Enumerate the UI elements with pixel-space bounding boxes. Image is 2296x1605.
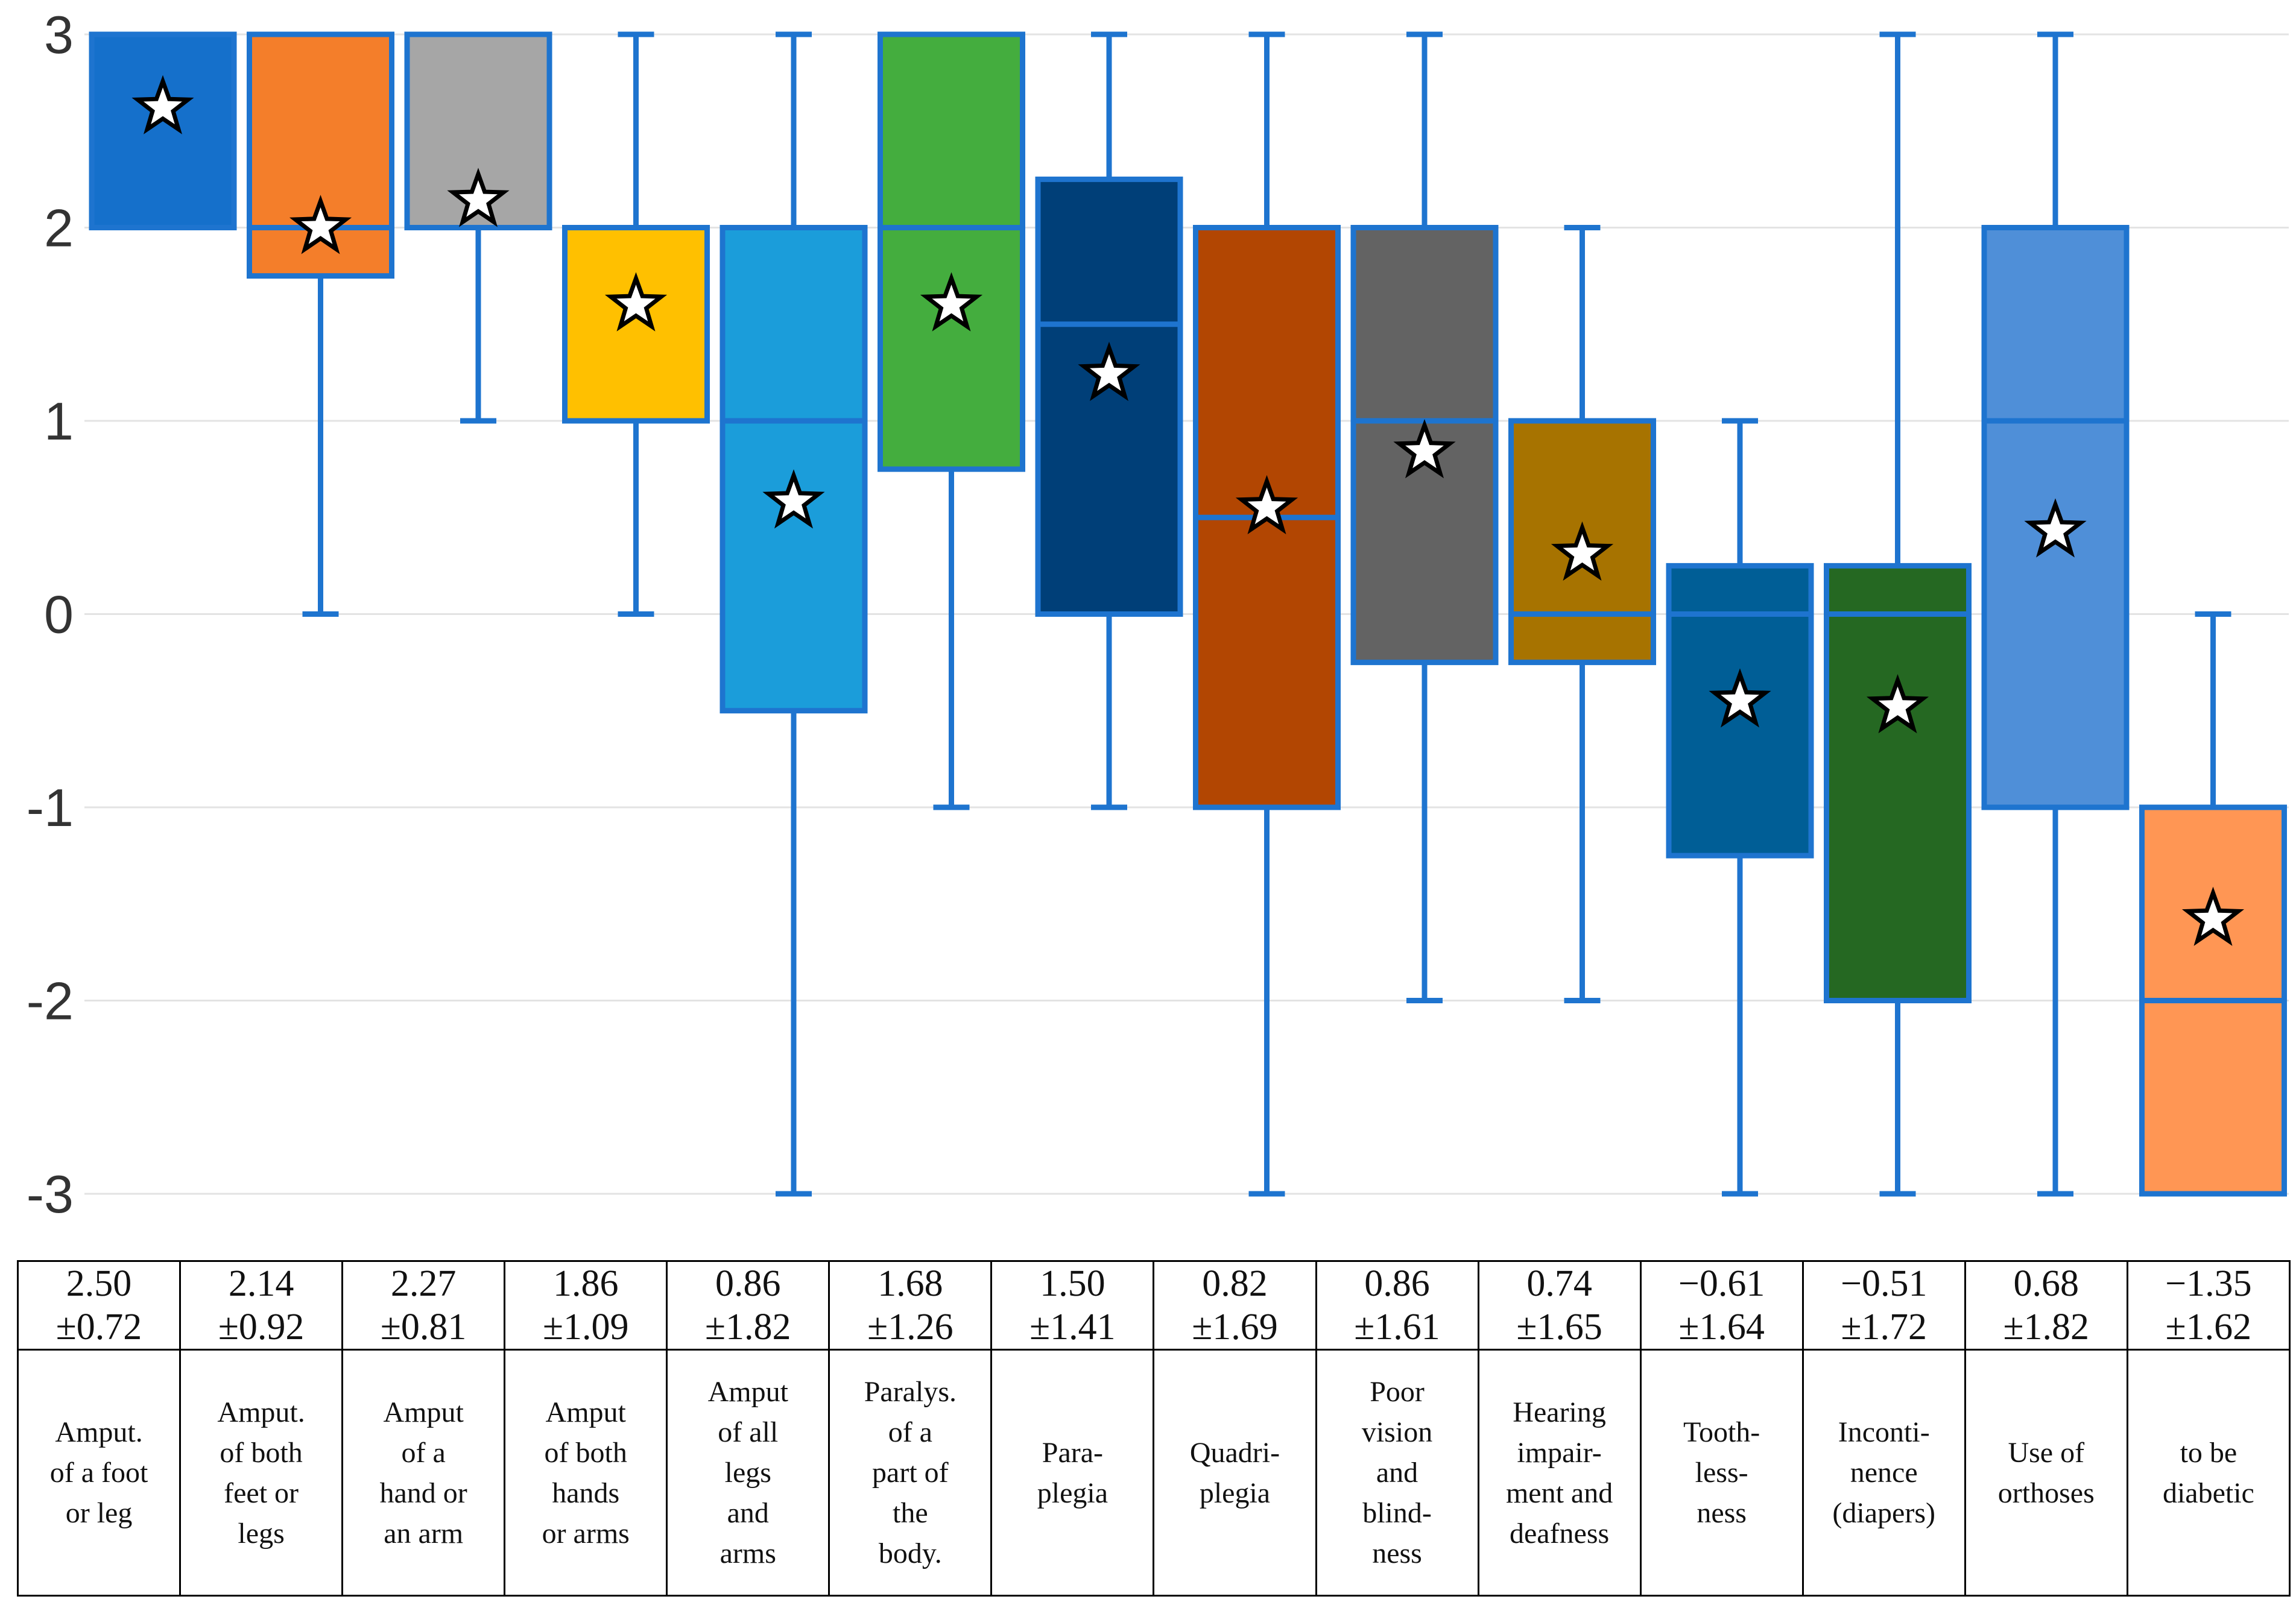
category-label-cell: Paralys. of a part of the body. [828,1349,993,1597]
mean-star-marker [762,469,825,529]
box [1035,176,1183,617]
box [1824,563,1972,1003]
mean-star-marker [1866,673,1929,734]
box [89,31,237,230]
sd-cell: ±1.65 [1477,1305,1642,1351]
sd-cell: ±1.61 [1315,1305,1479,1351]
sd-row: ±0.72 ±0.92 ±0.81 ±1.09 ±1.82 ±1.26 ±1.41 ±1.69… [16,1305,2291,1351]
mean-cell: −0.51 [1801,1260,1966,1305]
category-label-cell: Inconti- nence (diapers) [1801,1349,1966,1597]
y-tick-label: -3 [27,1164,74,1224]
category-label-cell: Amput. of a foot or leg [16,1349,182,1597]
category-label-cell: Hearing impair- ment and deafness [1477,1349,1642,1597]
stats-table: 2.50 2.14 2.27 1.86 0.86 1.68 1.50 0.82 0.86 0.74… [16,1260,2291,1597]
y-tick-label: 1 [44,391,74,451]
mean-star-marker [131,75,194,134]
mean-cell: 0.86 [1315,1260,1479,1305]
mean-cell: 2.14 [179,1260,344,1305]
y-tick-label: 2 [44,198,74,258]
category-label-cell: to be diabetic [2126,1349,2291,1597]
mean-cell: 1.50 [990,1260,1155,1305]
y-tick-label: -1 [27,778,74,837]
mean-star-marker [1393,418,1456,479]
sd-cell: ±1.26 [828,1305,993,1351]
mean-star-marker [1551,521,1614,581]
sd-cell: ±1.72 [1801,1305,1966,1351]
sd-cell: ±1.09 [504,1305,668,1351]
y-tick-label: -2 [27,971,74,1031]
mean-row: 2.50 2.14 2.27 1.86 0.86 1.68 1.50 0.82 0.86 0.74… [16,1260,2291,1305]
mean-cell: 2.27 [341,1260,506,1305]
sd-cell: ±1.82 [1964,1305,2128,1351]
box [562,225,710,424]
label-row: Amput. of a foot or leg Amput. of both fe… [16,1349,2291,1597]
mean-star-marker [2024,498,2087,558]
category-label-cell: Poor vision and blind- ness [1315,1349,1479,1597]
category-label-cell: Use of orthoses [1964,1349,2128,1597]
sd-cell: ±0.92 [179,1305,344,1351]
y-tick-label: 3 [44,5,74,65]
category-label-cell: Amput. of both feet or legs [179,1349,344,1597]
mean-cell: 0.74 [1477,1260,1642,1305]
category-label-cell: Tooth- less- ness [1639,1349,1804,1597]
mean-cell: −1.35 [2126,1260,2291,1305]
mean-star-marker [1709,668,1771,728]
category-label-cell: Amput of both hands or arms [504,1349,668,1597]
mean-star-marker [289,195,352,254]
sd-cell: ±0.81 [341,1305,506,1351]
mean-cell: −0.61 [1639,1260,1804,1305]
mean-star-marker [447,168,510,227]
sd-cell: ±1.41 [990,1305,1155,1351]
category-label-cell: Amput of all legs and arms [666,1349,830,1597]
category-label-cell: Quadri- plegia [1153,1349,1317,1597]
mean-cell: 2.50 [16,1260,182,1305]
box [878,31,1025,472]
mean-cell: 0.86 [666,1260,830,1305]
sd-cell: ±1.62 [2126,1305,2291,1351]
mean-star-marker [920,272,983,332]
mean-star-marker [604,272,668,332]
sd-cell: ±1.82 [666,1305,830,1351]
mean-star-marker [1235,475,1298,535]
sd-cell: ±0.72 [16,1305,182,1351]
mean-cell: 0.82 [1153,1260,1317,1305]
mean-cell: 0.68 [1964,1260,2128,1305]
category-label-cell: Amput of a hand or an arm [341,1349,506,1597]
y-tick-label: 0 [44,585,74,645]
box-plot-chart: 3 2 1 0 -1 -2 -3 [27,5,2289,1224]
mean-cell: 1.68 [828,1260,993,1305]
mean-star-marker [2181,886,2245,946]
mean-star-marker [1078,341,1140,402]
category-label-cell: Para- plegia [990,1349,1155,1597]
mean-cell: 1.86 [504,1260,668,1305]
sd-cell: ±1.64 [1639,1305,1804,1351]
sd-cell: ±1.69 [1153,1305,1317,1351]
box [719,225,868,714]
